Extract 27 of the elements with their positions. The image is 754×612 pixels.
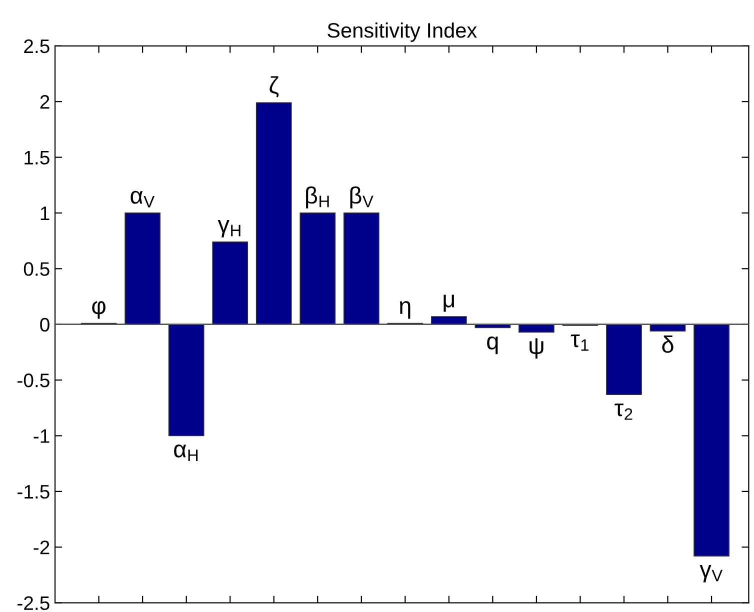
- x-tick-label: δ: [662, 336, 674, 353]
- y-tick-label: 1.5: [24, 150, 50, 165]
- x-tick-label: η: [400, 301, 410, 319]
- x-tick-label: γ$_{H}$: [218, 220, 240, 238]
- x-tick-label: β$_{H}$: [306, 186, 329, 208]
- x-tick-label: φ: [92, 301, 106, 319]
- x-tick-label: β$_{V}$: [350, 186, 374, 208]
- y-tick-label: -2: [34, 540, 50, 554]
- y-tick-label: 2: [40, 95, 50, 109]
- y-tick-label: 0: [40, 318, 50, 332]
- x-tick-label: q: [487, 336, 498, 354]
- x-tick-label: ψ: [530, 338, 544, 359]
- x-tick-label: γ$_{V}$: [700, 565, 723, 582]
- x-tick-label: α$_{V}$: [130, 190, 155, 208]
- x-tick-label: τ$_{2}$: [614, 404, 632, 420]
- y-tick-label: -2.5: [18, 596, 50, 610]
- y-tick-label: -0.5: [18, 374, 50, 388]
- y-tick-label: 1: [40, 206, 50, 220]
- y-tick-label: -1.5: [18, 485, 50, 499]
- x-tick-label: α$_{H}$: [174, 444, 198, 462]
- y-tick-label: 0.5: [24, 262, 50, 276]
- x-tick-label: ζ: [270, 76, 279, 98]
- x-tick-label: μ: [444, 294, 454, 312]
- chart-title: Sensitivity Index: [328, 22, 477, 42]
- y-tick-label: -1: [34, 429, 50, 443]
- y-tick-label: 2.5: [24, 39, 50, 54]
- x-tick-label: τ$_{1}$: [570, 334, 588, 351]
